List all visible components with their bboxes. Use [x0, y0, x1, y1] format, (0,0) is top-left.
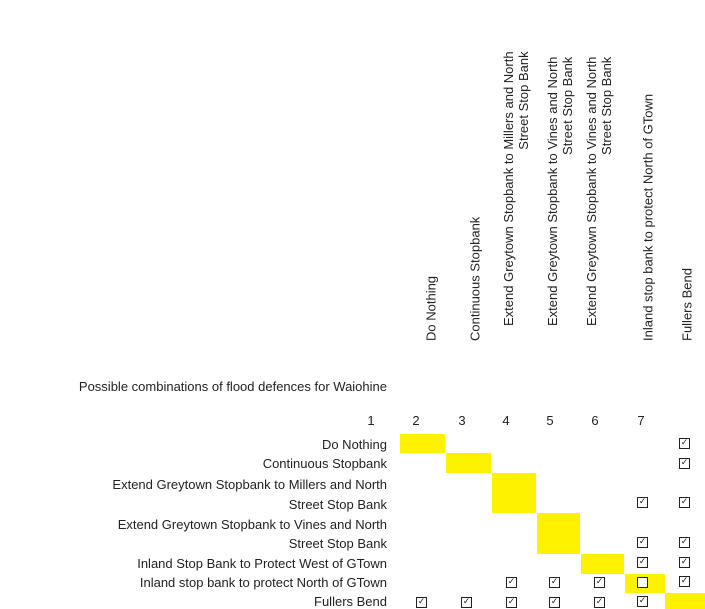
checkbox-icon	[549, 577, 560, 588]
diagonal-cell	[446, 453, 491, 473]
checkbox-icon	[679, 557, 690, 568]
checkbox-icon	[416, 597, 427, 608]
checkbox-icon	[637, 537, 648, 548]
checkbox-icon	[506, 597, 517, 608]
column-header-label: Continuous Stopbank	[467, 216, 483, 341]
column-number: 3	[458, 413, 466, 428]
checkbox-empty-icon	[637, 577, 648, 588]
column-header-1: Do Nothing	[420, 6, 442, 356]
checkbox-icon	[679, 458, 690, 469]
column-header-3: Extend Greytown Stopbank to Millers and …	[501, 6, 531, 356]
checkbox-icon	[637, 497, 648, 508]
row-label: Continuous Stopbank	[262, 456, 387, 471]
column-header-label: Inland stop bank to protect North of GTo…	[640, 93, 656, 341]
column-header-label: Extend Greytown Stopbank to Millers and …	[501, 51, 531, 326]
column-header-4: Extend Greytown Stopbank to Vines and No…	[545, 6, 575, 356]
checkbox-icon	[549, 597, 560, 608]
column-number: 4	[502, 413, 510, 428]
row-label: Fullers Bend	[314, 594, 387, 609]
checkbox-icon	[506, 577, 517, 588]
row-label: Street Stop Bank	[288, 536, 387, 551]
table-title: Possible combinations of flood defences …	[78, 379, 387, 394]
row-label: Street Stop Bank	[288, 497, 387, 512]
diagonal-cell	[665, 593, 705, 609]
column-header-5: Extend Greytown Stopbank to Vines and No…	[584, 6, 614, 356]
column-header-7: Fullers Bend	[676, 6, 698, 356]
row-label: Extend Greytown Stopbank to Millers and …	[112, 477, 387, 492]
checkbox-icon	[679, 576, 690, 587]
checkbox-icon	[637, 557, 648, 568]
column-number: 7	[637, 413, 645, 428]
column-header-label: Extend Greytown Stopbank to Vines and No…	[584, 56, 614, 326]
checkbox-icon	[594, 597, 605, 608]
checkbox-icon	[461, 597, 472, 608]
diagonal-cell	[492, 473, 536, 513]
checkbox-icon	[594, 577, 605, 588]
row-label: Do Nothing	[321, 437, 387, 452]
column-number: 1	[367, 413, 375, 428]
column-header-2: Continuous Stopbank	[464, 6, 486, 356]
diagonal-cell	[400, 434, 445, 453]
column-header-label: Fullers Bend	[679, 268, 695, 341]
column-header-label: Do Nothing	[423, 275, 439, 341]
column-header-6: Inland stop bank to protect North of GTo…	[637, 6, 659, 356]
row-label: Inland stop bank to protect North of GTo…	[139, 575, 387, 590]
diagonal-cell	[581, 554, 624, 574]
checkbox-icon	[679, 537, 690, 548]
column-number: 6	[591, 413, 599, 428]
column-header-label: Extend Greytown Stopbank to Vines and No…	[545, 56, 575, 326]
column-number: 2	[412, 413, 420, 428]
column-number: 5	[546, 413, 554, 428]
checkbox-icon	[679, 497, 690, 508]
diagonal-cell	[537, 513, 580, 554]
checkbox-icon	[637, 596, 648, 607]
row-label: Extend Greytown Stopbank to Vines and No…	[117, 517, 387, 532]
row-label: Inland Stop Bank to Protect West of GTow…	[137, 556, 387, 571]
checkbox-icon	[679, 438, 690, 449]
